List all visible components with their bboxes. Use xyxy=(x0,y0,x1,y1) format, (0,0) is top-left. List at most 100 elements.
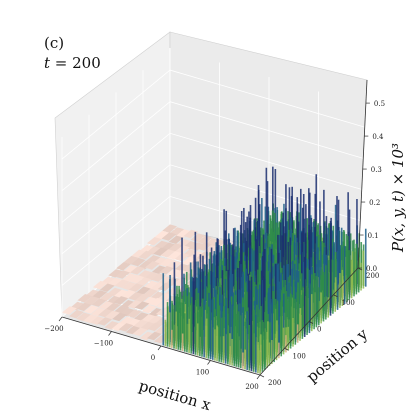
low-region-tile xyxy=(176,229,192,238)
low-region-tile xyxy=(130,257,146,267)
low-region-tile xyxy=(113,296,129,305)
x-tick-label: −100 xyxy=(94,340,113,348)
z-tick-label: 0.1 xyxy=(368,232,379,240)
low-region-tile xyxy=(159,258,175,267)
low-region-tile xyxy=(136,277,152,286)
low-region-tile xyxy=(116,262,131,271)
low-region-tile xyxy=(153,247,169,256)
low-region-tile xyxy=(69,309,84,319)
low-region-tile xyxy=(154,230,170,240)
low-region-tile xyxy=(133,319,149,329)
low-region-tile xyxy=(105,302,121,312)
y-tick-label: 200 xyxy=(268,379,281,387)
low-region-tile xyxy=(114,289,129,298)
x-tick xyxy=(108,331,112,336)
low-region-tile xyxy=(112,312,127,322)
low-region-tile xyxy=(197,235,213,245)
low-region-tile xyxy=(126,309,142,318)
low-region-tile xyxy=(150,282,166,291)
z-axis-label: P(x, y, t) × 10³ xyxy=(389,143,407,253)
low-region-tile xyxy=(62,306,77,315)
low-region-tile xyxy=(114,279,130,288)
low-region-tile xyxy=(99,283,115,292)
time-value: 200 xyxy=(72,54,101,72)
y-tick xyxy=(333,294,338,298)
low-region-tile xyxy=(180,264,196,273)
low-region-tile xyxy=(143,280,159,290)
low-region-tile xyxy=(181,256,197,266)
low-region-tile xyxy=(108,269,124,278)
probability-surface xyxy=(62,166,367,374)
low-region-tile xyxy=(135,286,151,295)
low-region-tile xyxy=(132,327,148,336)
low-region-tile xyxy=(83,314,98,323)
low-region-tile xyxy=(134,301,150,310)
low-region-tile xyxy=(168,235,184,244)
low-region-tile xyxy=(128,292,143,301)
low-region-tile xyxy=(144,261,160,270)
low-region-tile xyxy=(121,289,136,299)
z-tick-label: 0.4 xyxy=(372,133,384,141)
low-region-tile xyxy=(197,242,212,251)
y-tick xyxy=(284,347,289,351)
x-axis-label: position x xyxy=(137,377,213,415)
low-region-tile xyxy=(129,275,145,284)
low-region-tile xyxy=(76,312,91,321)
y-tick-label: 100 xyxy=(342,299,355,307)
low-region-tile xyxy=(128,283,144,292)
z-axis-line xyxy=(357,79,368,269)
z-tick-label: 0.5 xyxy=(374,100,385,108)
low-region-tile xyxy=(99,292,115,302)
low-region-tile xyxy=(146,237,162,246)
low-region-tile xyxy=(190,233,206,242)
low-region-tile xyxy=(98,301,114,310)
low-region-tile xyxy=(83,305,99,314)
low-region-tile xyxy=(90,307,106,317)
low-region-tile xyxy=(149,297,165,307)
low-region-tile xyxy=(127,300,143,309)
low-region-tile xyxy=(159,266,174,275)
time-label: t = 200 xyxy=(44,54,101,72)
low-region-tile xyxy=(115,270,131,279)
low-region-tile xyxy=(92,280,108,290)
low-region-tile xyxy=(146,331,162,341)
low-region-tile xyxy=(147,322,163,332)
low-region-tile xyxy=(105,310,120,320)
low-region-tile xyxy=(173,269,188,279)
low-region-tile xyxy=(119,316,134,326)
low-region-tile xyxy=(97,317,113,326)
low-region-tile xyxy=(168,243,183,252)
low-region-tile xyxy=(122,273,138,282)
x-tick-label: 200 xyxy=(245,383,258,391)
x-tick xyxy=(157,345,162,351)
low-region-tile xyxy=(138,250,154,260)
low-region-tile xyxy=(118,323,134,332)
x-tick xyxy=(256,374,261,380)
low-region-tile xyxy=(135,293,151,303)
low-region-tile xyxy=(151,273,167,282)
panel-label: (c) xyxy=(44,34,65,52)
z-tick-label: 0.0 xyxy=(366,265,377,273)
low-region-tile xyxy=(148,315,163,324)
y-tick xyxy=(308,321,314,324)
y-axis-label: position y xyxy=(303,324,372,386)
low-region-tile xyxy=(84,296,100,305)
low-region-tile xyxy=(162,224,178,233)
low-region-tile xyxy=(125,325,141,335)
x-tick-label: 100 xyxy=(196,369,209,377)
x-tick xyxy=(58,316,63,322)
y-tick-label: 100 xyxy=(293,352,306,360)
y-tick-label: 200 xyxy=(366,272,379,280)
low-region-tile xyxy=(153,240,169,250)
low-region-tile xyxy=(189,242,205,251)
low-region-tile xyxy=(77,294,93,303)
low-region-tile xyxy=(152,265,167,274)
low-region-tile xyxy=(189,251,205,260)
low-region-tile xyxy=(145,255,161,264)
floor-grid-line xyxy=(259,285,369,376)
y-tick xyxy=(259,374,265,378)
time-variable: t xyxy=(44,54,51,72)
low-region-tile xyxy=(148,308,164,317)
